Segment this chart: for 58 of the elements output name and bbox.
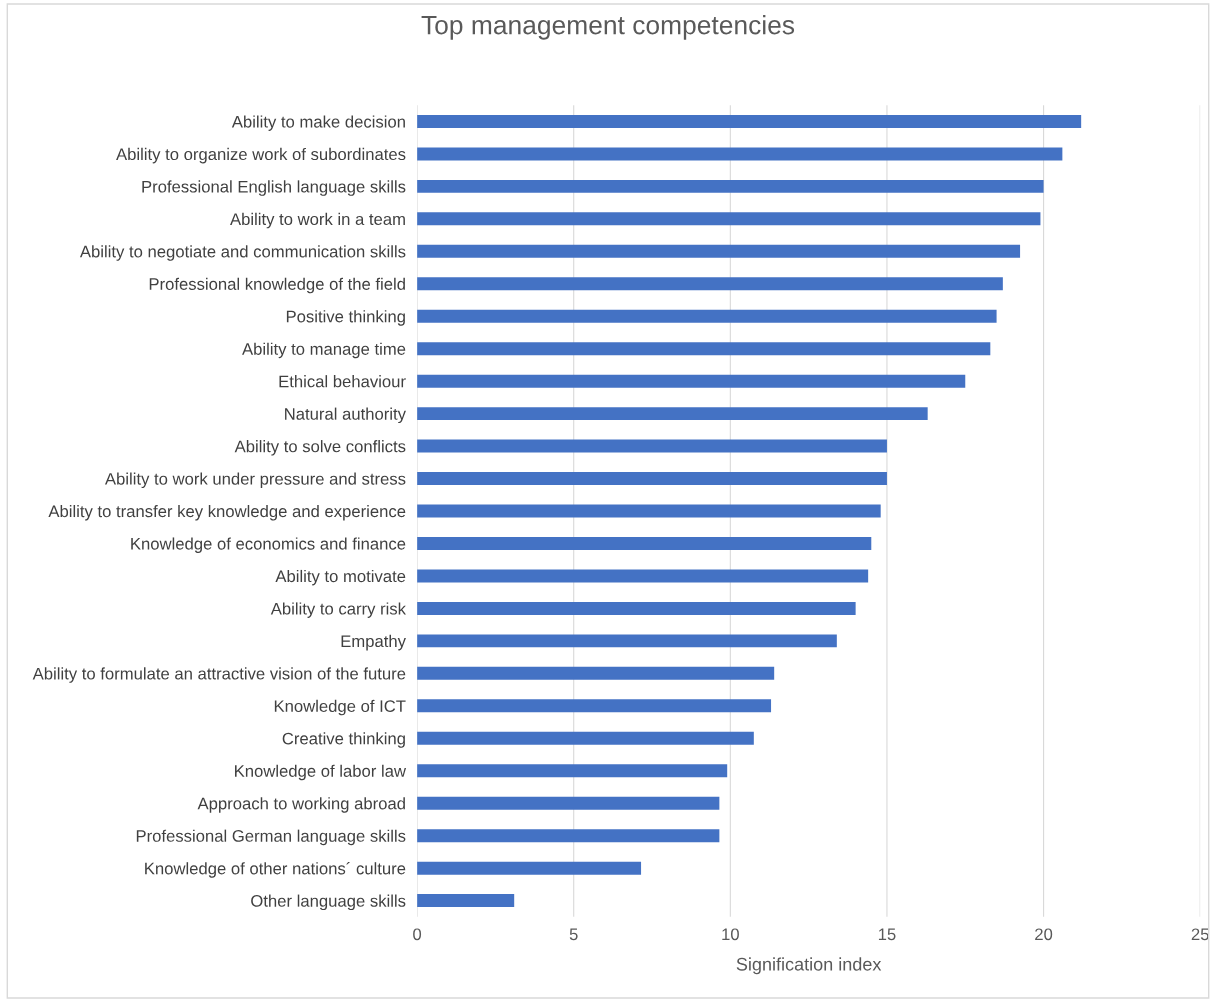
y-tick-label: Ability to motivate — [275, 569, 406, 586]
bar — [417, 699, 772, 713]
x-tick-label: 15 — [878, 928, 896, 941]
bar — [417, 894, 515, 908]
bar — [417, 601, 856, 615]
y-tick-label: Knowledge of economics and finance — [131, 537, 406, 553]
x-tick-label: 5 — [569, 928, 578, 941]
y-tick-label: Empathy — [341, 634, 406, 651]
y-tick-label: Ability to organize work of subordinates — [116, 147, 406, 164]
y-tick-label: Ability to work in a team — [230, 212, 405, 229]
bar — [417, 244, 1021, 258]
y-tick-label: Knowledge of other nations´ culture — [145, 862, 406, 878]
bar — [417, 731, 754, 745]
bar — [417, 829, 720, 843]
bar — [417, 114, 1082, 128]
y-tick-label: Approach to working abroad — [197, 797, 405, 813]
bar — [417, 861, 642, 875]
bar — [417, 764, 728, 778]
bar — [417, 504, 881, 518]
y-tick-label: Ability to make decision — [231, 115, 405, 131]
x-tick-label: 20 — [1035, 928, 1053, 941]
y-tick-label: Professional English language skills — [142, 180, 406, 196]
y-tick-label: Knowledge of labor law — [235, 764, 407, 781]
bar — [417, 212, 1041, 226]
bar — [417, 666, 775, 680]
y-tick-label: Knowledge of ICT — [274, 699, 406, 716]
y-tick-label: Ethical behaviour — [279, 375, 406, 388]
x-tick-label: 25 — [1191, 928, 1209, 941]
y-tick-label: Ability to solve conflicts — [234, 440, 406, 456]
y-tick-label: Ability to manage time — [242, 342, 406, 359]
bar — [417, 374, 966, 388]
y-tick-label: Professional knowledge of the field — [149, 277, 405, 294]
bar — [417, 407, 928, 421]
bar — [417, 536, 872, 550]
bar — [417, 342, 991, 356]
y-tick-label: Ability to negotiate and communication skills — [79, 245, 406, 261]
y-tick-label: Creative thinking — [282, 732, 405, 748]
y-tick-label: Professional German language skills — [136, 829, 406, 846]
x-tick-label: 0 — [413, 928, 422, 941]
y-tick-label: Natural authority — [285, 407, 406, 424]
y-tick-label: Ability to formulate an attractive vision of the future — [32, 667, 406, 683]
y-tick-label: Ability to work under pressure and stress — [104, 472, 406, 489]
bar — [417, 277, 1003, 291]
y-tick-label: Ability to carry risk — [270, 602, 406, 618]
bar — [417, 634, 837, 648]
x-tick-label: 10 — [722, 928, 739, 941]
bar — [417, 309, 997, 323]
bar — [417, 569, 869, 583]
bar — [417, 147, 1063, 161]
y-tick-label: Other language skills — [251, 894, 406, 911]
x-axis-title: Signification index — [736, 957, 882, 975]
bar — [417, 472, 887, 486]
y-tick-label: Ability to transfer key knowledge and experience — [48, 504, 406, 521]
y-tick-label: Positive thinking — [286, 310, 405, 326]
bar — [417, 439, 887, 453]
bar — [417, 796, 720, 810]
bar — [417, 179, 1044, 193]
chart-title: Top management competencies — [421, 15, 795, 40]
